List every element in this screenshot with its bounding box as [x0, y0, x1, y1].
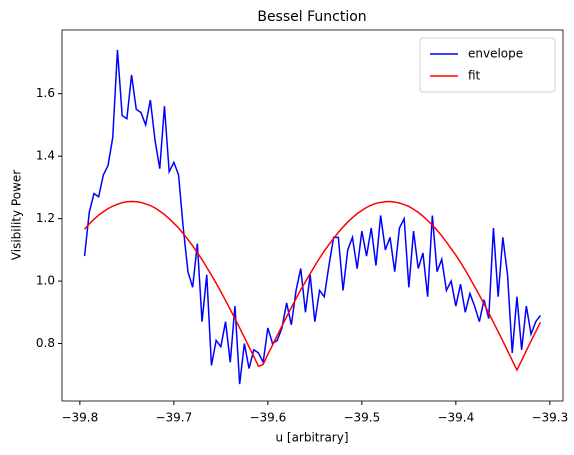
y-tick-label: 1.0	[36, 274, 55, 288]
y-tick-label: 0.8	[36, 336, 55, 350]
y-axis-label: Visibility Power	[10, 170, 24, 260]
legend-label: envelope	[468, 47, 523, 61]
x-tick-label: −39.7	[155, 411, 192, 425]
chart-title: Bessel Function	[257, 9, 366, 25]
y-tick-label: 1.4	[36, 149, 55, 163]
line-series	[83, 200, 542, 372]
x-tick-label: −39.5	[343, 411, 380, 425]
y-tick-label: 1.6	[36, 86, 55, 100]
x-tick-label: −39.6	[249, 411, 286, 425]
legend-label: fit	[468, 69, 481, 83]
y-tick-label: 1.2	[36, 211, 55, 225]
x-tick-label: −39.8	[61, 411, 98, 425]
axes-frame	[61, 29, 564, 402]
x-tick-label: −39.3	[531, 411, 568, 425]
x-tick-label: −39.4	[437, 411, 474, 425]
x-axis-label: u [arbitrary]	[275, 431, 348, 445]
line-series	[83, 49, 542, 385]
legend-box	[419, 37, 556, 93]
